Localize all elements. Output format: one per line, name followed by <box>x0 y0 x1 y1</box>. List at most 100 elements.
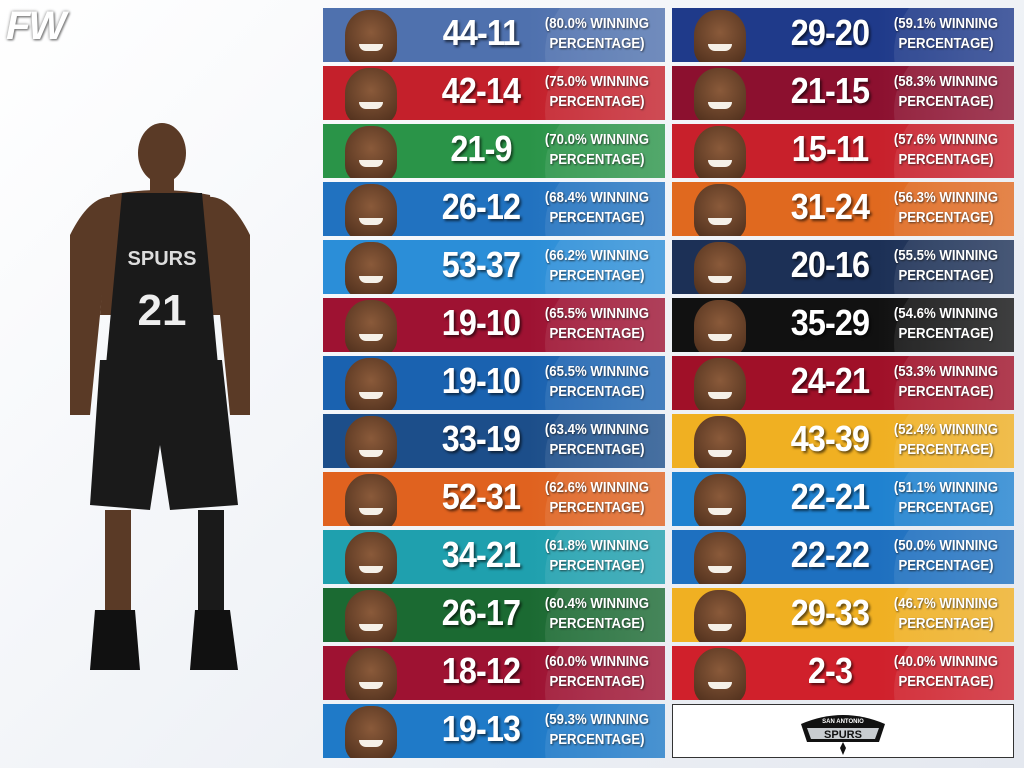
pct-line: PERCENTAGE) <box>898 151 994 168</box>
record: 18-12 <box>441 650 521 691</box>
winning-percentage: (70.0% WINNING PERCENTAGE) <box>541 130 654 170</box>
player-headshot <box>694 242 746 294</box>
pct-line: (60.0% WINNING <box>544 653 650 670</box>
pct-line: PERCENTAGE) <box>549 557 645 574</box>
record: 35-29 <box>790 302 870 343</box>
fw-logo: FW <box>6 4 66 48</box>
record: 15-11 <box>791 128 869 169</box>
player-headshot <box>345 242 397 294</box>
spurs-logo: SAN ANTONIO SPURS <box>801 715 885 755</box>
pct-line: (59.3% WINNING <box>544 711 650 728</box>
record-card: 21-15 (58.3% WINNING PERCENTAGE) <box>672 66 1014 120</box>
record: 21-9 <box>450 128 512 169</box>
pct-line: (59.1% WINNING <box>893 15 999 32</box>
pct-line: PERCENTAGE) <box>549 615 645 632</box>
player-headshot <box>694 532 746 584</box>
player-headshot <box>694 10 746 62</box>
pct-line: (61.8% WINNING <box>544 537 650 554</box>
record: 29-33 <box>790 592 870 633</box>
records-column-left: 44-11 (80.0% WINNING PERCENTAGE) 42-14 (7… <box>323 8 665 762</box>
record: 19-10 <box>441 302 521 343</box>
pct-line: PERCENTAGE) <box>898 441 994 458</box>
winning-percentage: (51.1% WINNING PERCENTAGE) <box>890 478 1003 518</box>
record: 31-24 <box>790 186 870 227</box>
player-headshot <box>694 300 746 352</box>
record-card: 53-37 (66.2% WINNING PERCENTAGE) <box>323 240 665 294</box>
pct-line: (55.5% WINNING <box>893 247 999 264</box>
player-headshot <box>345 532 397 584</box>
record-card: 22-22 (50.0% WINNING PERCENTAGE) <box>672 530 1014 584</box>
player-headshot <box>694 184 746 236</box>
winning-percentage: (58.3% WINNING PERCENTAGE) <box>890 72 1003 112</box>
winning-percentage: (65.5% WINNING PERCENTAGE) <box>541 304 654 344</box>
player-headshot <box>694 358 746 410</box>
pct-line: PERCENTAGE) <box>898 209 994 226</box>
record-card: 42-14 (75.0% WINNING PERCENTAGE) <box>323 66 665 120</box>
record-card: 19-13 (59.3% WINNING PERCENTAGE) <box>323 704 665 758</box>
record-card: 26-12 (68.4% WINNING PERCENTAGE) <box>323 182 665 236</box>
winning-percentage: (55.5% WINNING PERCENTAGE) <box>890 246 1003 286</box>
winning-percentage: (50.0% WINNING PERCENTAGE) <box>890 536 1003 576</box>
record-card: 19-10 (65.5% WINNING PERCENTAGE) <box>323 356 665 410</box>
winning-percentage: (52.4% WINNING PERCENTAGE) <box>890 420 1003 460</box>
winning-percentage: (62.6% WINNING PERCENTAGE) <box>541 478 654 518</box>
pct-line: (40.0% WINNING <box>893 653 999 670</box>
record: 21-15 <box>790 70 870 111</box>
logo-top-text: SAN ANTONIO <box>822 719 864 725</box>
record-card: 20-16 (55.5% WINNING PERCENTAGE) <box>672 240 1014 294</box>
pct-line: PERCENTAGE) <box>549 731 645 748</box>
pct-line: (68.4% WINNING <box>544 189 650 206</box>
player-image: SPURS 21 <box>70 123 250 670</box>
winning-percentage: (68.4% WINNING PERCENTAGE) <box>541 188 654 228</box>
player-headshot <box>345 68 397 120</box>
pct-line: PERCENTAGE) <box>549 209 645 226</box>
record: 26-17 <box>441 592 521 633</box>
record-card: 22-21 (51.1% WINNING PERCENTAGE) <box>672 472 1014 526</box>
record-card: 34-21 (61.8% WINNING PERCENTAGE) <box>323 530 665 584</box>
winning-percentage: (66.2% WINNING PERCENTAGE) <box>541 246 654 286</box>
player-headshot <box>694 126 746 178</box>
winning-percentage: (57.6% WINNING PERCENTAGE) <box>890 130 1003 170</box>
record-card: 31-24 (56.3% WINNING PERCENTAGE) <box>672 182 1014 236</box>
player-headshot <box>345 126 397 178</box>
winning-percentage: (65.5% WINNING PERCENTAGE) <box>541 362 654 402</box>
winning-percentage: (46.7% WINNING PERCENTAGE) <box>890 594 1003 634</box>
record: 53-37 <box>441 244 521 285</box>
pct-line: PERCENTAGE) <box>549 267 645 284</box>
record-card: 2-3 (40.0% WINNING PERCENTAGE) <box>672 646 1014 700</box>
pct-line: PERCENTAGE) <box>898 35 994 52</box>
pct-line: (56.3% WINNING <box>893 189 999 206</box>
record-card: 52-31 (62.6% WINNING PERCENTAGE) <box>323 472 665 526</box>
player-headshot <box>694 474 746 526</box>
jersey-number: 21 <box>138 286 187 335</box>
pct-line: PERCENTAGE) <box>549 499 645 516</box>
record: 19-10 <box>441 360 521 401</box>
player-headshot <box>345 300 397 352</box>
pct-line: (66.2% WINNING <box>544 247 650 264</box>
record-card: 15-11 (57.6% WINNING PERCENTAGE) <box>672 124 1014 178</box>
record: 52-31 <box>441 476 521 517</box>
player-headshot <box>345 590 397 642</box>
record: 42-14 <box>441 70 521 111</box>
record-card: 29-20 (59.1% WINNING PERCENTAGE) <box>672 8 1014 62</box>
winning-percentage: (60.4% WINNING PERCENTAGE) <box>541 594 654 634</box>
record-card: 44-11 (80.0% WINNING PERCENTAGE) <box>323 8 665 62</box>
pct-line: (65.5% WINNING <box>544 363 650 380</box>
pct-line: (80.0% WINNING <box>544 15 650 32</box>
player-headshot <box>694 416 746 468</box>
pct-line: PERCENTAGE) <box>898 673 994 690</box>
player-headshot <box>345 10 397 62</box>
pct-line: PERCENTAGE) <box>898 267 994 284</box>
player-headshot <box>345 648 397 700</box>
pct-line: (63.4% WINNING <box>544 421 650 438</box>
pct-line: (62.6% WINNING <box>544 479 650 496</box>
winning-percentage: (60.0% WINNING PERCENTAGE) <box>541 652 654 692</box>
pct-line: (50.0% WINNING <box>893 537 999 554</box>
record-card: 35-29 (54.6% WINNING PERCENTAGE) <box>672 298 1014 352</box>
record: 22-21 <box>790 476 870 517</box>
record: 2-3 <box>807 650 853 691</box>
jersey-team: SPURS <box>128 248 197 270</box>
record-card: 19-10 (65.5% WINNING PERCENTAGE) <box>323 298 665 352</box>
pct-line: (57.6% WINNING <box>893 131 999 148</box>
pct-line: (60.4% WINNING <box>544 595 650 612</box>
